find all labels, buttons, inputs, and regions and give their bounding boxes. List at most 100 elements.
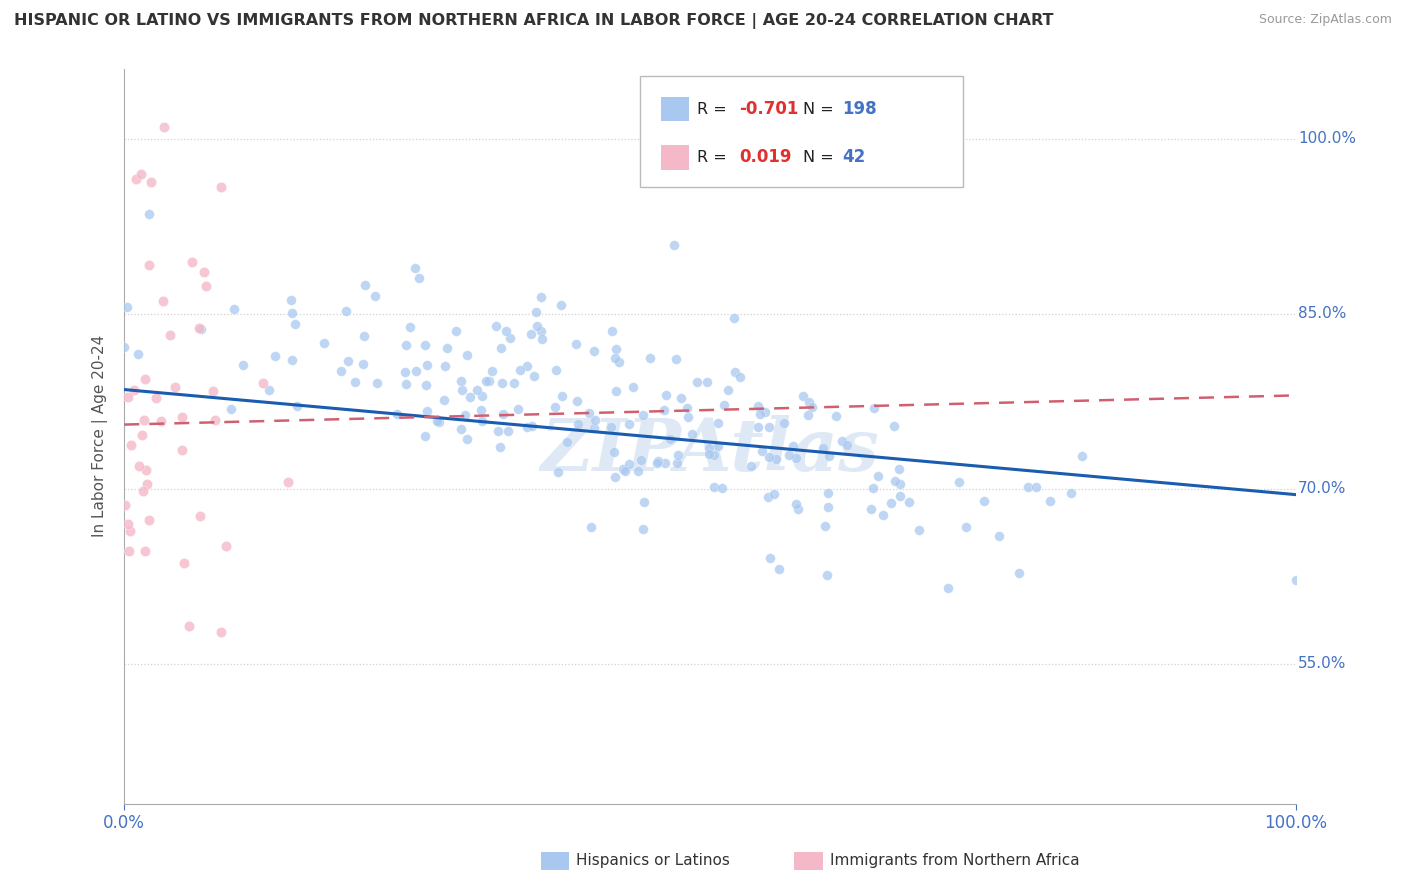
Point	[427, 415, 450, 429]
Point	[787, 502, 810, 516]
Point	[128, 459, 150, 474]
Point	[404, 260, 426, 275]
Point	[880, 496, 903, 510]
Point	[756, 490, 779, 504]
Point	[599, 420, 621, 434]
Point	[605, 384, 627, 399]
Point	[884, 475, 907, 489]
Text: N =: N =	[803, 150, 839, 165]
Point	[222, 301, 245, 316]
Point	[277, 475, 299, 489]
Point	[394, 338, 416, 352]
Point	[456, 348, 478, 362]
Point	[352, 358, 374, 372]
Point	[811, 442, 834, 456]
Point	[936, 581, 959, 595]
Point	[666, 456, 689, 470]
Point	[817, 500, 839, 515]
Point	[516, 359, 538, 373]
Point	[478, 375, 501, 389]
Text: Source: ZipAtlas.com: Source: ZipAtlas.com	[1258, 13, 1392, 27]
Point	[724, 365, 747, 379]
Point	[565, 393, 588, 408]
Point	[471, 413, 494, 427]
Point	[813, 519, 835, 533]
Point	[413, 428, 436, 442]
Point	[281, 306, 304, 320]
Text: HISPANIC OR LATINO VS IMMIGRANTS FROM NORTHERN AFRICA IN LABOR FORCE | AGE 20-24: HISPANIC OR LATINO VS IMMIGRANTS FROM NO…	[14, 13, 1053, 29]
Point	[416, 358, 439, 372]
Point	[353, 329, 375, 343]
Point	[768, 561, 790, 575]
Point	[122, 383, 145, 397]
Point	[118, 544, 141, 558]
Point	[446, 325, 468, 339]
Point	[1025, 480, 1047, 494]
Point	[544, 363, 567, 377]
Point	[337, 353, 360, 368]
Point	[329, 364, 352, 378]
Point	[131, 484, 153, 499]
Point	[762, 486, 785, 500]
Point	[486, 424, 509, 438]
Point	[120, 438, 142, 452]
Point	[1071, 449, 1094, 463]
Point	[520, 419, 543, 434]
Point	[496, 424, 519, 438]
Point	[139, 175, 162, 189]
Point	[115, 300, 138, 314]
Point	[499, 331, 522, 345]
Point	[134, 544, 156, 558]
Point	[135, 477, 157, 491]
Point	[181, 255, 204, 269]
Point	[862, 481, 884, 495]
Point	[815, 568, 838, 582]
Text: 198: 198	[842, 100, 877, 118]
Point	[209, 625, 232, 640]
Point	[232, 358, 254, 372]
Point	[831, 434, 853, 448]
Point	[987, 529, 1010, 543]
Point	[785, 451, 807, 466]
Point	[655, 388, 678, 402]
Point	[825, 409, 848, 423]
Point	[703, 480, 725, 494]
Point	[149, 414, 172, 428]
Point	[475, 374, 498, 388]
Point	[697, 447, 720, 461]
Point	[516, 420, 538, 434]
Point	[883, 418, 905, 433]
Point	[215, 539, 238, 553]
Point	[177, 618, 200, 632]
Point	[450, 375, 472, 389]
Point	[194, 279, 217, 293]
Point	[129, 167, 152, 181]
Point	[257, 384, 280, 398]
Point	[630, 453, 652, 467]
Point	[782, 439, 804, 453]
Point	[1059, 486, 1081, 500]
Point	[740, 459, 762, 474]
Point	[602, 445, 624, 459]
Point	[354, 278, 377, 293]
Point	[190, 322, 212, 336]
Point	[578, 406, 600, 420]
Point	[633, 522, 655, 536]
Point	[872, 508, 894, 522]
Text: 55.0%: 55.0%	[1298, 657, 1347, 672]
Point	[707, 439, 730, 453]
Point	[778, 448, 800, 462]
Point	[751, 443, 773, 458]
Text: 0.019: 0.019	[740, 148, 792, 166]
Point	[117, 390, 139, 404]
Point	[754, 405, 776, 419]
Point	[118, 524, 141, 538]
Point	[335, 304, 357, 318]
Point	[201, 384, 224, 399]
Point	[415, 378, 437, 392]
Point	[658, 432, 681, 446]
Point	[394, 365, 416, 379]
Point	[456, 433, 478, 447]
Point	[973, 493, 995, 508]
Point	[117, 516, 139, 531]
